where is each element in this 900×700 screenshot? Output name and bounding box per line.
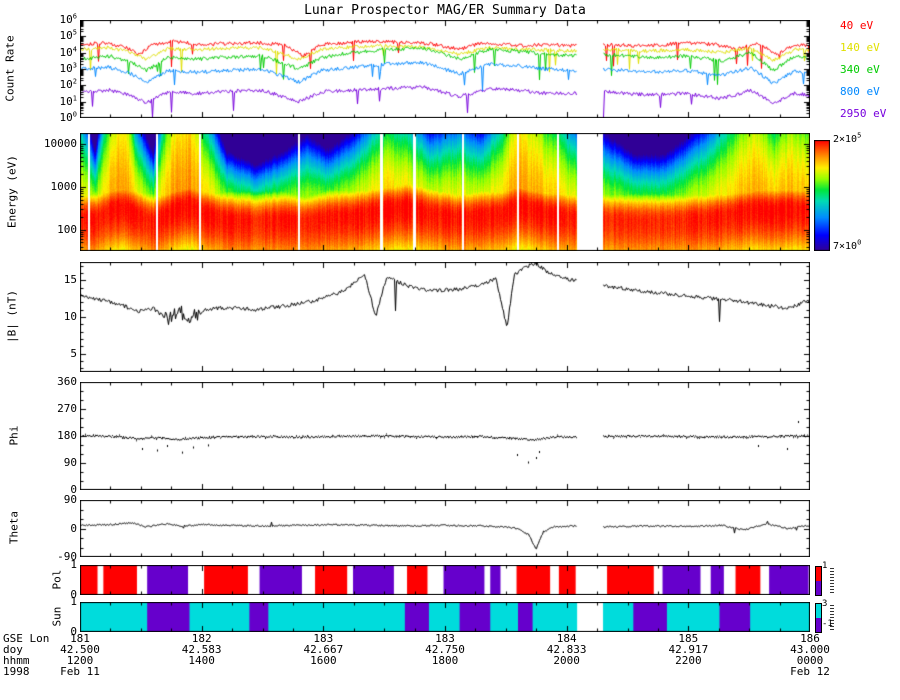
legend-item-140-ev: 140 eV (840, 41, 880, 54)
legend-item-340-ev: 340 eV (840, 63, 880, 76)
count-rate-ytick-label: 104 (59, 45, 77, 59)
count-rate-ytick-label: 101 (59, 94, 77, 108)
energy-spectrogram-canvas (80, 133, 810, 251)
phi-ytick-label: 270 (57, 402, 77, 415)
legend-item-800-ev: 800 eV (840, 85, 880, 98)
phi-ytick-label: 360 (57, 375, 77, 388)
xaxis-value: 43.000 (790, 643, 830, 656)
xaxis-value: 181 (70, 632, 90, 645)
xaxis-value: 182 (191, 632, 212, 645)
pol-flag-bar-canvas (80, 565, 810, 595)
count-rate-ytick-label: 102 (59, 77, 77, 92)
xaxis-value: 1200 (66, 654, 94, 667)
count-rate-ytick-label: 105 (59, 28, 77, 43)
xaxis-value: 2000 (553, 654, 580, 667)
count-rate-ytick-label: 100 (59, 110, 77, 124)
sun-scale-bottom-label: -1 (822, 619, 833, 629)
bfield-ytick-label: 5 (70, 346, 77, 360)
xaxis-value: 42.667 (303, 643, 344, 656)
count-rate-ytick-label: 103 (59, 61, 77, 75)
colorbar-min-label: 7×100 (833, 238, 862, 252)
xaxis-row-label-gse-lon: GSE Lon (3, 632, 50, 645)
ylabel-energy: Energy (eV) (5, 155, 19, 228)
theta-ytick-label: 0 (70, 521, 77, 535)
xaxis-value: 42.500 (60, 643, 100, 656)
theta-ytick-label: -90 (57, 550, 77, 563)
xaxis-row-label-1998: 1998 (3, 665, 30, 678)
sun-ytick-label: 1 (70, 595, 77, 608)
xaxis-value: 42.917 (668, 643, 709, 656)
xaxis-row-label-doy: doy (3, 643, 23, 656)
xaxis-value: 0000 (796, 654, 824, 667)
xaxis-value: 184 (556, 632, 577, 645)
xaxis-value: 2200 (675, 654, 702, 667)
xaxis-value: Feb 11 (60, 665, 100, 678)
xaxis-row-label-hhmm: hhmm (3, 654, 30, 667)
legend-item-40-ev: 40 eV (840, 19, 874, 32)
ylabel-theta: Theta (7, 510, 21, 545)
xaxis-value: 185 (678, 632, 699, 645)
count-rate-ytick-label: 106 (59, 12, 77, 26)
theta-plot-canvas (80, 500, 810, 557)
pol-flag-colorbar (815, 566, 822, 596)
xaxis-value: 42.833 (546, 643, 587, 656)
legend-item-2950-ev: 2950 eV (840, 107, 887, 120)
colorbar-max-label: 2×105 (833, 131, 862, 145)
xaxis-value: 42.750 (425, 643, 465, 656)
xaxis-value: 1400 (188, 654, 215, 667)
sun-flag-colorbar (815, 603, 822, 633)
xaxis-value: 186 (800, 632, 820, 645)
xaxis-value: 1800 (431, 654, 459, 667)
sun-flag-bar-canvas (80, 602, 810, 632)
sun-flag-note-illegible (830, 604, 834, 630)
xaxis-value: 42.583 (181, 643, 222, 656)
pol-ytick-label: 0 (70, 588, 77, 601)
xaxis-value: 183 (435, 632, 455, 645)
ylabel-bfield: |B| (nT) (5, 290, 19, 343)
xaxis-value: 1600 (310, 654, 337, 667)
pol-flag-note-illegible (830, 567, 834, 593)
bfield-ytick-label: 10 (63, 310, 77, 323)
phi-plot-canvas (80, 382, 810, 490)
count-rate-plot-canvas (80, 20, 810, 118)
theta-ytick-label: 90 (63, 493, 77, 506)
ylabel-count-rate: Count Rate (3, 35, 17, 102)
energy-ytick-label: 100 (57, 222, 77, 236)
pol-ytick-label: 1 (70, 558, 77, 571)
bfield-plot-canvas (80, 262, 810, 372)
spectrogram-colorbar (814, 140, 830, 251)
sun-ytick-label: 0 (70, 625, 77, 638)
phi-ytick-label: 90 (63, 456, 77, 469)
sun-scale-top-label: 3 (822, 599, 828, 609)
phi-ytick-label: 0 (70, 483, 77, 496)
xaxis-value: 183 (313, 632, 334, 645)
phi-ytick-label: 180 (57, 429, 77, 442)
bfield-ytick-label: 15 (63, 273, 77, 287)
energy-ytick-label: 1000 (50, 179, 78, 193)
plot-title: Lunar Prospector MAG/ER Summary Data (304, 3, 586, 18)
xaxis-value: Feb 12 (790, 665, 830, 678)
pol-scale-top-label: 1 (822, 561, 828, 571)
energy-ytick-label: 10000 (43, 136, 77, 150)
